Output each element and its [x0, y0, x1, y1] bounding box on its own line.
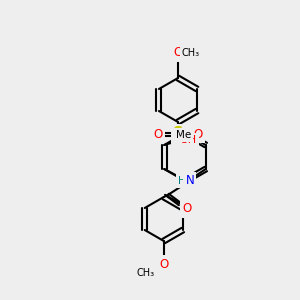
Text: O: O [153, 128, 163, 140]
Text: N: N [185, 175, 194, 188]
Text: O: O [194, 128, 202, 140]
Text: H: H [178, 176, 186, 186]
Text: Me: Me [178, 174, 194, 184]
Text: CH₃: CH₃ [137, 268, 155, 278]
Text: CH₃: CH₃ [182, 48, 200, 58]
Text: Me: Me [176, 130, 191, 140]
Text: S: S [173, 127, 183, 142]
Text: O: O [159, 257, 168, 271]
Text: OH: OH [180, 135, 197, 145]
Text: O: O [182, 202, 191, 215]
Text: O: O [173, 46, 183, 59]
